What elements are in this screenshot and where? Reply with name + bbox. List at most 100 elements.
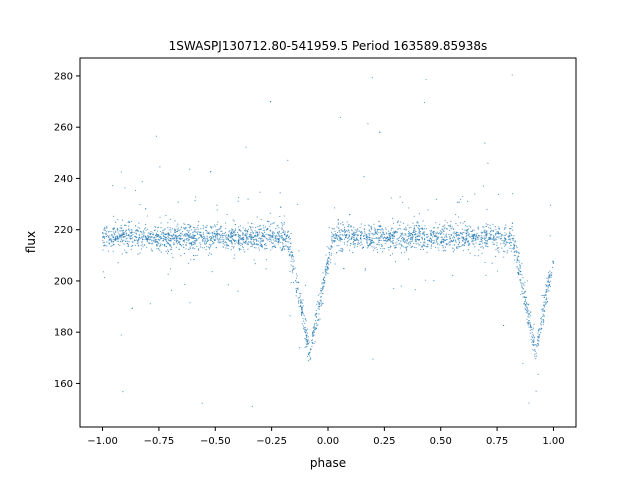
data-point xyxy=(366,244,369,246)
data-point xyxy=(402,222,405,224)
data-point xyxy=(255,226,257,229)
data-point xyxy=(495,233,497,235)
data-point xyxy=(287,246,289,248)
data-point xyxy=(274,237,276,239)
data-point xyxy=(299,295,301,297)
data-point xyxy=(470,230,472,233)
data-point xyxy=(220,235,222,237)
data-point xyxy=(523,292,525,294)
data-point xyxy=(210,239,212,241)
data-point xyxy=(531,335,533,337)
x-axis-ticks: −1.00 −0.75 −0.50 −0.25 0.00 0.25 0.50 0.75 1.00 xyxy=(87,427,565,447)
data-point xyxy=(426,236,428,238)
data-point xyxy=(483,226,485,228)
data-point xyxy=(194,230,196,233)
data-point xyxy=(407,246,409,248)
data-point xyxy=(237,233,239,235)
data-point xyxy=(336,235,338,237)
data-point xyxy=(143,228,146,230)
data-point xyxy=(341,233,343,236)
data-point xyxy=(252,241,255,243)
data-point xyxy=(281,249,283,251)
data-point xyxy=(246,233,248,235)
data-point xyxy=(454,240,457,242)
data-point xyxy=(155,232,158,234)
data-point xyxy=(389,240,391,242)
data-point xyxy=(353,238,355,240)
data-point xyxy=(503,242,505,244)
data-point xyxy=(528,319,530,322)
data-point xyxy=(159,166,161,168)
data-point xyxy=(359,226,361,229)
data-point xyxy=(537,343,540,345)
data-point xyxy=(439,244,441,246)
data-point xyxy=(348,249,351,251)
data-point xyxy=(204,240,207,242)
data-point xyxy=(181,238,183,240)
data-point xyxy=(302,320,305,322)
data-point xyxy=(471,241,473,243)
data-point xyxy=(155,241,157,243)
data-point xyxy=(374,230,376,232)
data-point xyxy=(302,305,304,307)
data-point xyxy=(334,240,336,242)
data-point xyxy=(427,209,429,211)
data-point xyxy=(212,231,214,233)
data-point xyxy=(442,245,444,247)
data-point xyxy=(523,284,525,286)
data-point xyxy=(112,238,114,241)
data-point xyxy=(442,238,444,240)
data-point xyxy=(364,231,366,233)
data-point xyxy=(249,235,251,237)
data-point xyxy=(543,315,545,317)
data-point xyxy=(414,240,416,242)
data-point xyxy=(287,159,289,161)
data-point xyxy=(105,233,107,236)
data-point xyxy=(247,241,250,243)
data-point xyxy=(117,231,119,233)
data-point xyxy=(154,238,156,240)
data-point xyxy=(345,236,347,238)
data-point xyxy=(336,237,338,239)
data-point xyxy=(155,238,157,241)
data-point xyxy=(514,259,516,261)
data-point xyxy=(339,116,342,119)
data-point xyxy=(466,231,468,233)
data-point xyxy=(130,232,132,234)
data-point xyxy=(242,241,245,243)
data-point xyxy=(353,232,355,234)
data-point xyxy=(393,237,395,240)
data-point xyxy=(252,226,254,228)
data-point xyxy=(424,242,426,244)
data-point xyxy=(120,234,122,237)
data-point xyxy=(214,225,216,228)
data-point xyxy=(166,252,169,255)
data-point xyxy=(444,239,447,242)
data-point xyxy=(162,233,164,235)
data-point xyxy=(400,221,402,223)
data-point xyxy=(360,234,362,237)
data-point xyxy=(538,340,540,342)
data-point xyxy=(193,234,196,237)
data-point xyxy=(353,234,355,236)
data-point xyxy=(450,220,452,223)
data-point xyxy=(307,343,309,345)
data-point xyxy=(283,231,285,234)
data-point xyxy=(318,302,320,304)
data-point xyxy=(521,290,523,292)
data-point xyxy=(430,233,432,235)
data-point xyxy=(159,235,161,237)
data-point xyxy=(457,201,459,203)
data-point xyxy=(478,249,480,251)
data-point xyxy=(189,235,191,237)
x-tick-label: −0.75 xyxy=(144,436,175,447)
data-point xyxy=(295,287,297,290)
data-point xyxy=(243,241,245,244)
data-point xyxy=(349,242,352,245)
data-point xyxy=(480,246,482,248)
data-point xyxy=(243,238,245,241)
data-point xyxy=(272,231,274,233)
data-point xyxy=(390,237,392,239)
data-point xyxy=(251,235,253,237)
data-point xyxy=(493,239,495,241)
